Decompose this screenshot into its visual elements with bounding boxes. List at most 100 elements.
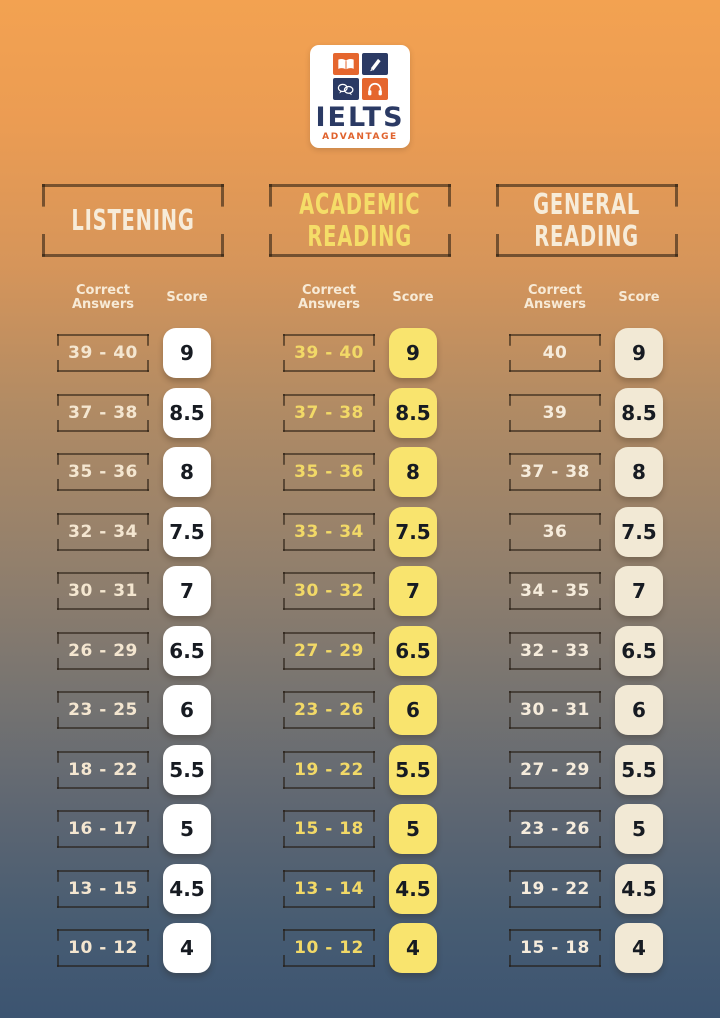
score-row: 32 - 34 7.5 (57, 506, 211, 557)
header-academic-reading-title: ACADEMIC READING (299, 187, 421, 253)
correct-answers-range: 18 - 22 (57, 750, 149, 789)
score-row: 30 - 31 7 (57, 566, 211, 616)
book-icon (332, 53, 359, 75)
score-row: 19 - 22 4.5 (509, 863, 663, 914)
correct-answers-range: 30 - 31 (57, 572, 149, 610)
correct-answers-range: 35 - 36 (57, 453, 149, 491)
academic-reading-rows: 39 - 40 9 37 - 38 8.5 35 - 36 8 33 - 34 7.5 30 -… (283, 328, 437, 983)
correct-answers-range: 39 - 40 (283, 334, 375, 372)
correct-answers-label: Correct Answers (523, 283, 587, 312)
correct-answers-range: 15 - 18 (283, 810, 375, 848)
score-row: 36 7.5 (509, 506, 663, 557)
headphones-icon (361, 78, 388, 100)
correct-answers-range: 32 - 33 (509, 631, 601, 670)
section-headers: LISTENING ACADEMIC READING GENERAL READING (0, 184, 720, 257)
score-row: 30 - 31 6 (509, 685, 663, 735)
score-row: 39 8.5 (509, 387, 663, 438)
score-row: 39 - 40 9 (57, 328, 211, 378)
score-label: Score (392, 290, 434, 305)
academic-reading-column: Correct Answers Score 39 - 40 9 37 - 38 8.5… (264, 284, 456, 983)
column-labels: Correct Answers Score (509, 284, 663, 312)
score-row: 23 - 25 6 (57, 685, 211, 735)
band-score: 7 (163, 566, 211, 616)
header-title-line: GENERAL (533, 187, 641, 221)
score-row: 26 - 29 6.5 (57, 625, 211, 676)
band-score: 8.5 (163, 387, 211, 438)
band-score: 8.5 (615, 387, 663, 438)
correct-answers-range: 26 - 29 (57, 631, 149, 670)
score-row: 39 - 40 9 (283, 328, 437, 378)
correct-answers-range: 23 - 26 (509, 810, 601, 848)
band-score: 6.5 (615, 625, 663, 676)
band-score: 7.5 (615, 506, 663, 557)
score-row: 37 - 38 8.5 (283, 387, 437, 438)
correct-answers-range: 19 - 22 (509, 869, 601, 908)
correct-answers-range: 33 - 34 (283, 512, 375, 551)
correct-answers-range: 13 - 15 (57, 869, 149, 908)
logo-tiles (332, 53, 388, 100)
score-row: 13 - 15 4.5 (57, 863, 211, 914)
correct-answers-range: 19 - 22 (283, 750, 375, 789)
score-row: 27 - 29 5.5 (509, 744, 663, 795)
correct-answers-range: 13 - 14 (283, 869, 375, 908)
header-title-line: READING (307, 219, 413, 253)
correct-answers-range: 37 - 38 (509, 453, 601, 491)
band-score: 9 (163, 328, 211, 378)
band-score: 5 (163, 804, 211, 854)
score-row: 15 - 18 4 (509, 923, 663, 973)
column-labels: Correct Answers Score (57, 284, 211, 312)
general-reading-column: Correct Answers Score 40 9 39 8.5 37 - 38 8 36… (490, 284, 682, 983)
correct-answers-range: 15 - 18 (509, 929, 601, 967)
score-conversion-table: Correct Answers Score 39 - 40 9 37 - 38 8.5… (0, 284, 720, 983)
score-row: 23 - 26 5 (509, 804, 663, 854)
band-score: 4 (389, 923, 437, 973)
band-score: 4.5 (389, 863, 437, 914)
correct-answers-range: 36 (509, 512, 601, 551)
band-score: 4 (615, 923, 663, 973)
score-row: 35 - 36 8 (283, 447, 437, 497)
band-score: 6 (163, 685, 211, 735)
score-row: 10 - 12 4 (283, 923, 437, 973)
correct-answers-range: 23 - 25 (57, 691, 149, 729)
band-score: 5 (389, 804, 437, 854)
score-label: Score (166, 290, 208, 305)
score-row: 32 - 33 6.5 (509, 625, 663, 676)
score-row: 34 - 35 7 (509, 566, 663, 616)
band-score: 5.5 (163, 744, 211, 795)
correct-answers-range: 40 (509, 334, 601, 372)
correct-answers-range: 32 - 34 (57, 512, 149, 551)
header-title-line: ACADEMIC (299, 187, 421, 221)
speech-bubbles-icon (332, 78, 359, 100)
score-row: 37 - 38 8.5 (57, 387, 211, 438)
header-general-reading: GENERAL READING (496, 184, 678, 257)
band-score: 8 (615, 447, 663, 497)
score-row: 33 - 34 7.5 (283, 506, 437, 557)
header-listening: LISTENING (42, 184, 224, 257)
correct-answers-range: 16 - 17 (57, 810, 149, 848)
correct-answers-range: 37 - 38 (57, 393, 149, 432)
header-title-line: LISTENING (71, 203, 195, 237)
listening-column: Correct Answers Score 39 - 40 9 37 - 38 8.5… (38, 284, 230, 983)
score-row: 23 - 26 6 (283, 685, 437, 735)
band-score: 7 (389, 566, 437, 616)
column-labels: Correct Answers Score (283, 284, 437, 312)
header-academic-reading: ACADEMIC READING (269, 184, 451, 257)
band-score: 8 (163, 447, 211, 497)
correct-answers-range: 10 - 12 (283, 929, 375, 967)
band-score: 5.5 (389, 744, 437, 795)
band-score: 7 (615, 566, 663, 616)
correct-answers-range: 39 - 40 (57, 334, 149, 372)
score-row: 37 - 38 8 (509, 447, 663, 497)
logo-title: IELTS (315, 102, 405, 133)
band-score: 4.5 (615, 863, 663, 914)
band-score: 4.5 (163, 863, 211, 914)
score-row: 40 9 (509, 328, 663, 378)
correct-answers-range: 35 - 36 (283, 453, 375, 491)
band-score: 5.5 (615, 744, 663, 795)
correct-answers-range: 10 - 12 (57, 929, 149, 967)
header-listening-title: LISTENING (71, 203, 195, 237)
header-title-line: READING (534, 219, 640, 253)
band-score: 5 (615, 804, 663, 854)
correct-answers-label: Correct Answers (71, 283, 135, 312)
band-score: 7.5 (389, 506, 437, 557)
